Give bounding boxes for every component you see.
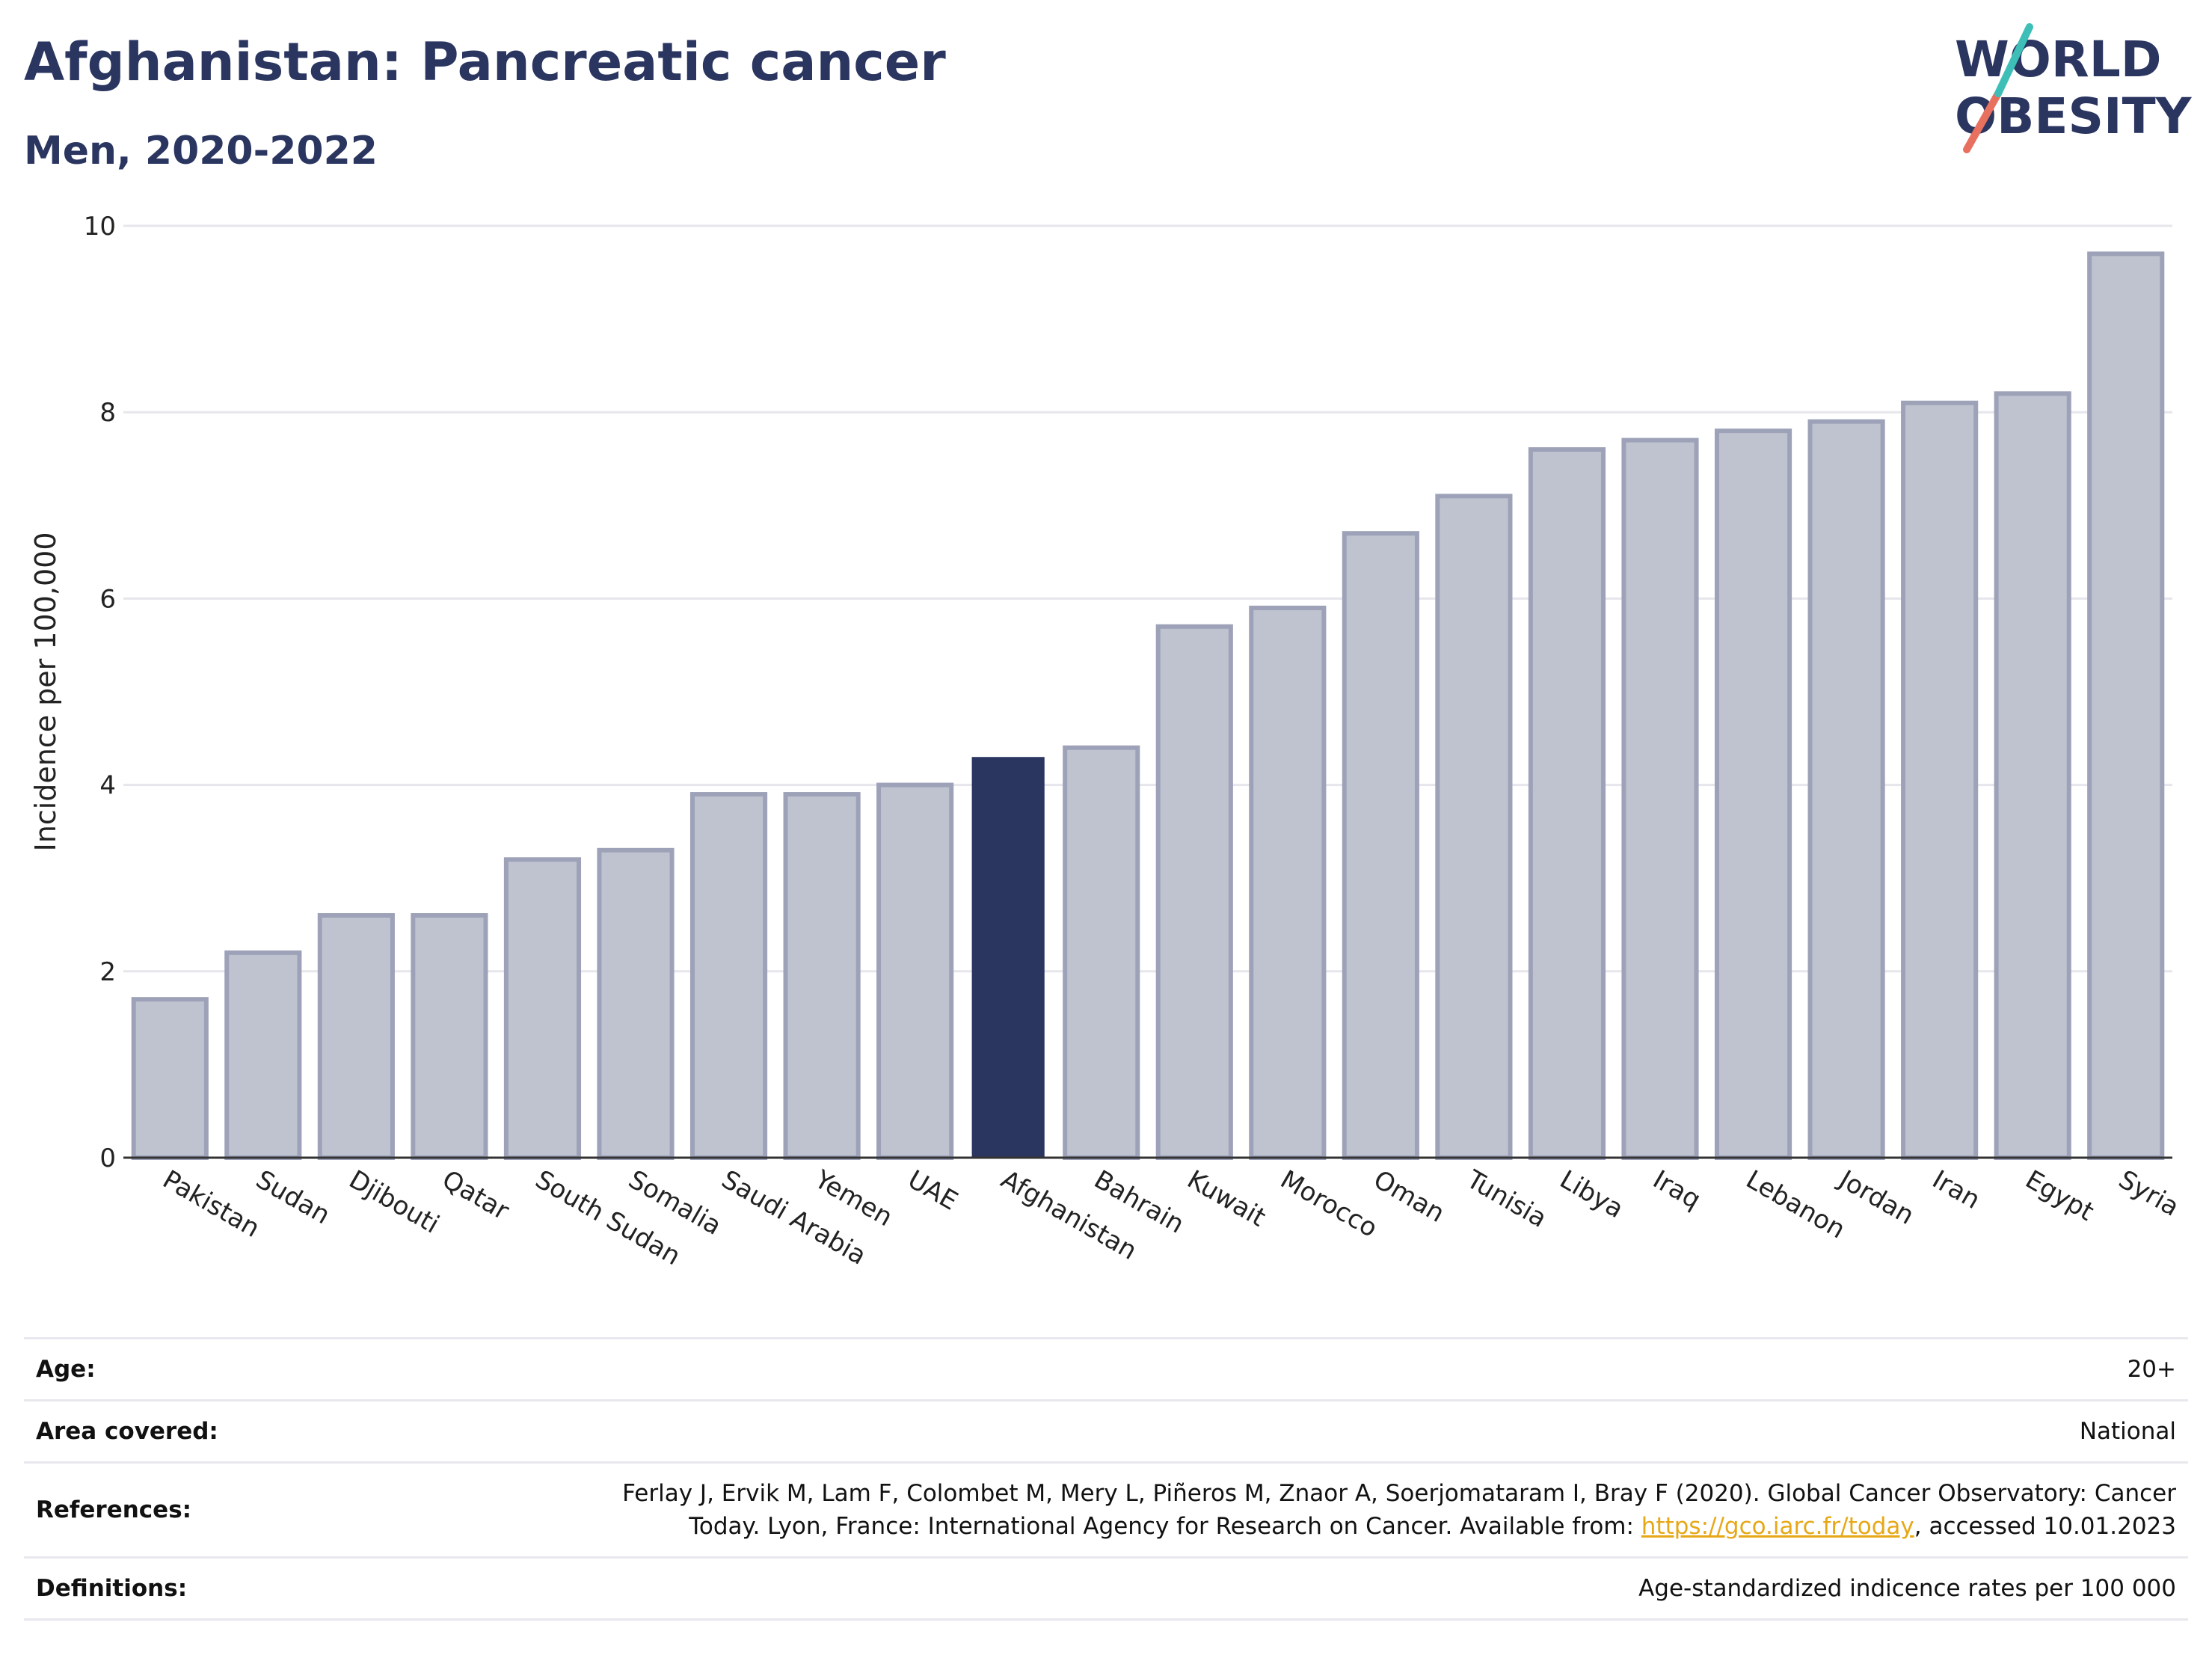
references-line2-pre: Today. Lyon, France: International Agenc… bbox=[689, 1513, 1641, 1540]
world-obesity-logo: WORLD OBESITY bbox=[1955, 23, 2193, 153]
x-tick-label: Iraq bbox=[1648, 1164, 1706, 1215]
info-row-age: Age: 20+ bbox=[24, 1337, 2188, 1399]
x-tick-label: UAE bbox=[903, 1164, 962, 1216]
bar-oman bbox=[1342, 531, 1419, 1160]
x-tick-label: Libya bbox=[1555, 1164, 1629, 1224]
bar-jordan bbox=[1807, 419, 1885, 1160]
y-tick-label: 0 bbox=[99, 1143, 116, 1173]
bar-iraq bbox=[1621, 437, 1699, 1160]
references-line1: Ferlay J, Ervik M, Lam F, Colombet M, Me… bbox=[622, 1480, 2176, 1507]
references-label: References: bbox=[36, 1496, 192, 1523]
y-tick-label: 8 bbox=[99, 398, 116, 428]
info-row-area: Area covered: National bbox=[24, 1399, 2188, 1461]
page-subtitle: Men, 2020-2022 bbox=[24, 129, 378, 174]
logo-line1: WORLD bbox=[1955, 31, 2162, 88]
bar-libya bbox=[1528, 447, 1606, 1160]
logo-slash-coral bbox=[1963, 90, 2002, 153]
info-row-definitions: Definitions: Age-standardized indicence … bbox=[24, 1556, 2188, 1621]
bar-somalia bbox=[597, 847, 675, 1160]
x-tick-label: Djibouti bbox=[344, 1164, 444, 1240]
age-label: Age: bbox=[36, 1356, 96, 1383]
x-tick-label: Morocco bbox=[1275, 1164, 1382, 1244]
x-tick-label: Iran bbox=[1927, 1164, 1985, 1215]
x-tick-label: Lebanon bbox=[1741, 1164, 1850, 1244]
x-tick-label: Pakistan bbox=[158, 1164, 265, 1244]
bar-pakistan bbox=[131, 997, 209, 1161]
bar-djibouti bbox=[317, 913, 395, 1161]
bars bbox=[131, 251, 2165, 1161]
info-row-references: References: Ferlay J, Ervik M, Lam F, Co… bbox=[24, 1461, 2188, 1556]
y-axis-title: Incidence per 100,000 bbox=[29, 532, 62, 851]
x-tick-label: Sudan bbox=[251, 1164, 335, 1230]
x-tick-label: Qatar bbox=[437, 1164, 514, 1226]
y-tick-label: 2 bbox=[99, 957, 116, 987]
x-tick-label: Tunisia bbox=[1461, 1164, 1552, 1234]
page-title: Afghanistan: Pancreatic cancer bbox=[24, 31, 946, 93]
y-tick-labels: 0 2 4 6 8 10 bbox=[84, 212, 116, 1173]
info-table: Age: 20+ Area covered: National Referenc… bbox=[24, 1337, 2188, 1621]
y-tick-label: 4 bbox=[99, 771, 116, 801]
logo-slash-teal bbox=[1994, 23, 2033, 97]
area-label: Area covered: bbox=[36, 1418, 218, 1445]
bar-sudan bbox=[224, 950, 302, 1160]
bar-lebanon bbox=[1714, 429, 1792, 1160]
definitions-value: Age-standardized indicence rates per 100… bbox=[1638, 1575, 2176, 1602]
bar-uae bbox=[876, 782, 954, 1160]
y-tick-label: 6 bbox=[99, 584, 116, 614]
references-link[interactable]: https://gco.iarc.fr/today bbox=[1641, 1513, 1914, 1540]
y-tick-label: 10 bbox=[84, 212, 116, 242]
references-value: Ferlay J, Ervik M, Lam F, Colombet M, Me… bbox=[622, 1477, 2176, 1543]
bar-egypt bbox=[1994, 391, 2071, 1160]
x-tick-label: Kuwait bbox=[1182, 1164, 1271, 1232]
bar-south-sudan bbox=[503, 857, 582, 1161]
bar-syria bbox=[2087, 251, 2165, 1160]
bar-morocco bbox=[1249, 605, 1327, 1160]
bar-saudi-arabia bbox=[689, 792, 768, 1161]
bar-tunisia bbox=[1435, 494, 1513, 1160]
bar-afghanistan bbox=[971, 757, 1045, 1158]
bar-qatar bbox=[411, 913, 488, 1161]
bar-yemen bbox=[783, 792, 861, 1161]
x-tick-label: Syria bbox=[2113, 1164, 2184, 1223]
bar-iran bbox=[1901, 400, 1979, 1160]
bar-kuwait bbox=[1155, 624, 1233, 1160]
bar-bahrain bbox=[1063, 745, 1140, 1160]
area-value: National bbox=[2079, 1418, 2176, 1445]
definitions-label: Definitions: bbox=[36, 1575, 188, 1602]
x-tick-label: Egypt bbox=[2021, 1164, 2099, 1227]
references-line2-post: , accessed 10.01.2023 bbox=[1914, 1513, 2176, 1540]
age-value: 20+ bbox=[2127, 1356, 2176, 1383]
